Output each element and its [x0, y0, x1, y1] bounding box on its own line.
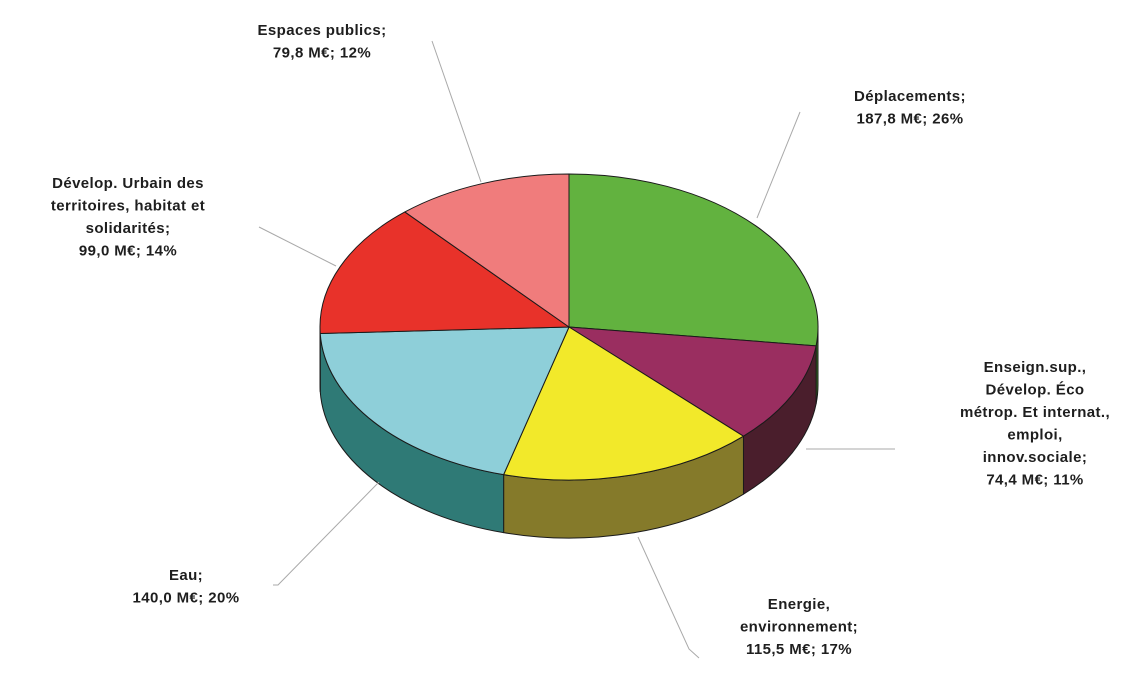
- slice-label-develop-urbain-des-territoires: Dévelop. Urbain des territoires, habitat …: [51, 175, 205, 260]
- slice-label-line: 115,5 M€; 17%: [746, 641, 852, 658]
- pie-slice-eau: [319, 326, 570, 476]
- pie-top-slices: [319, 173, 819, 481]
- slice-label-line: environnement;: [740, 619, 858, 636]
- slice-label-eau: Eau; 140,0 M€; 20%: [133, 567, 240, 607]
- slice-label-line: Dévelop. Éco: [986, 382, 1085, 399]
- slice-label-line: métrop. Et internat.,: [960, 404, 1110, 421]
- pie-slice-espaces-publics: [404, 173, 570, 328]
- slice-labels: Déplacements; 187,8 M€; 26% Enseign.sup., D…: [51, 22, 1110, 658]
- slice-label-espaces-publics: Espaces publics; 79,8 M€; 12%: [258, 22, 387, 62]
- leader-line-eau: [273, 481, 380, 586]
- slice-label-line: 99,0 M€; 14%: [79, 243, 177, 260]
- slice-label-line: emploi,: [1007, 427, 1062, 444]
- slice-label-enseign-sup-develop-eco-metrop: Enseign.sup., Dévelop. Éco métrop. Et inte…: [960, 359, 1110, 489]
- slice-label-line: Espaces publics;: [258, 22, 387, 39]
- pie-slice-deplacements: [568, 173, 819, 347]
- pie-slice-energie-environnement: [503, 326, 744, 481]
- slice-label-line: Dévelop. Urbain des: [52, 175, 204, 192]
- slice-label-deplacements: Déplacements; 187,8 M€; 26%: [854, 88, 966, 128]
- slice-label-line: 79,8 M€; 12%: [273, 45, 371, 62]
- slice-label-energie-environnement: Energie, environnement; 115,5 M€; 17%: [740, 596, 858, 658]
- slice-label-line: Energie,: [768, 596, 830, 613]
- pie-slice-enseign-sup-develop-eco-metrop: [568, 326, 817, 437]
- slice-label-line: territoires, habitat et: [51, 198, 205, 215]
- slice-label-line: 187,8 M€; 26%: [857, 111, 964, 128]
- label-leader-lines: [258, 40, 895, 659]
- slice-label-line: Déplacements;: [854, 88, 966, 105]
- leader-line-espaces-publics: [431, 40, 482, 183]
- leader-line-develop-urbain-des-territoires: [258, 226, 337, 267]
- slice-label-line: solidarités;: [86, 220, 171, 237]
- leader-line-energie-environnement: [637, 536, 700, 659]
- slice-label-line: innov.sociale;: [983, 449, 1088, 466]
- pie-slice-develop-urbain-des-territoires: [319, 211, 570, 334]
- slice-label-line: Eau;: [169, 567, 203, 584]
- slice-label-line: 74,4 M€; 11%: [986, 472, 1083, 489]
- slice-label-line: Enseign.sup.,: [984, 359, 1087, 376]
- slice-label-line: 140,0 M€; 20%: [133, 590, 240, 607]
- leader-line-deplacements: [756, 111, 801, 219]
